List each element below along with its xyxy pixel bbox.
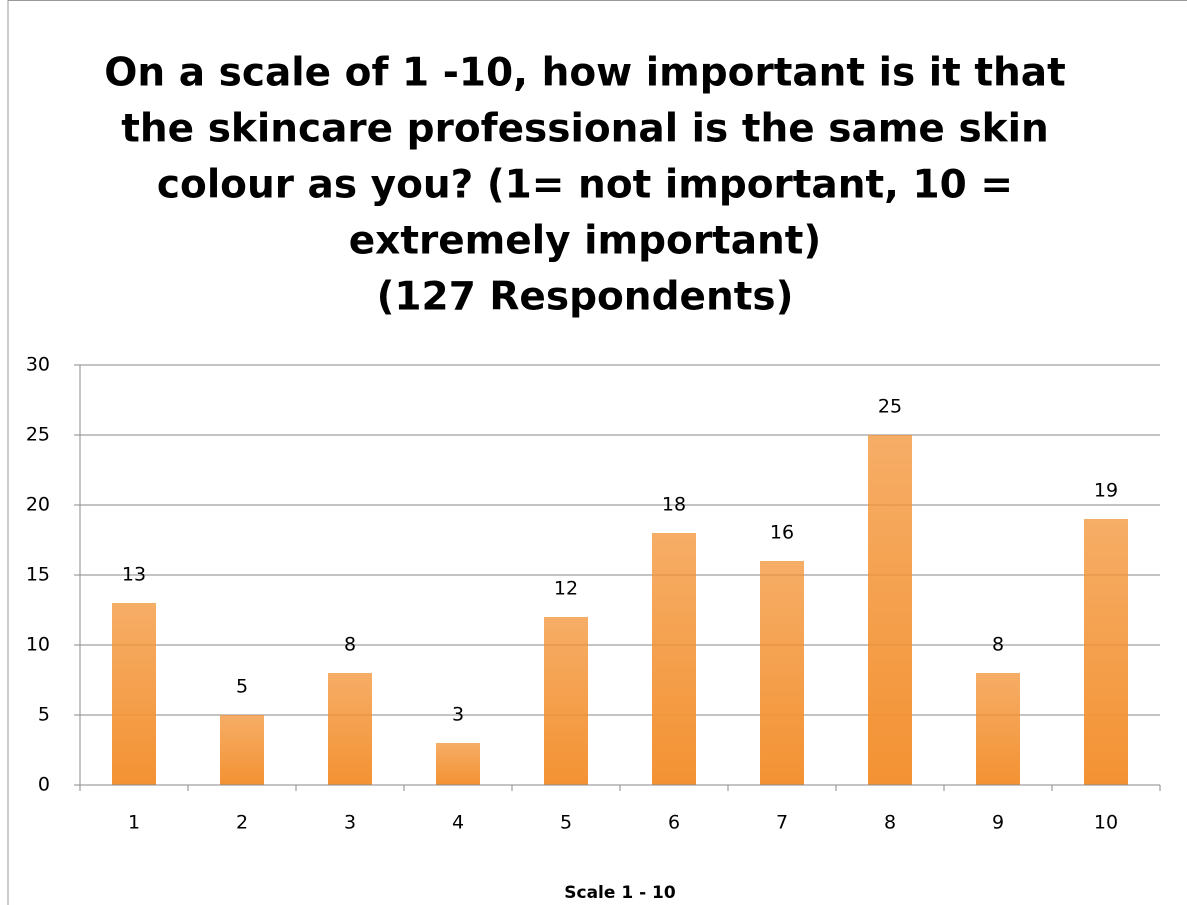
x-tick-label: 3 bbox=[344, 812, 356, 834]
bar bbox=[220, 715, 264, 785]
x-tick-label: 8 bbox=[884, 812, 896, 834]
chart-frame bbox=[7, 0, 1187, 905]
data-label: 18 bbox=[662, 494, 686, 516]
x-tick-label: 1 bbox=[128, 812, 140, 834]
chart-title: colour as you? (1= not important, 10 = bbox=[157, 163, 1013, 208]
data-label: 8 bbox=[344, 634, 356, 656]
data-label: 8 bbox=[992, 634, 1004, 656]
chart-title: extremely important) bbox=[349, 219, 822, 264]
y-tick-label: 15 bbox=[26, 564, 50, 586]
y-tick-label: 0 bbox=[38, 774, 50, 796]
bar bbox=[652, 533, 696, 785]
bar bbox=[868, 435, 912, 785]
data-label: 13 bbox=[122, 564, 146, 586]
data-label: 12 bbox=[554, 578, 578, 600]
y-tick-label: 5 bbox=[38, 704, 50, 726]
chart-title: (127 Respondents) bbox=[377, 275, 794, 320]
chart-title: the skincare professional is the same sk… bbox=[121, 107, 1048, 152]
chart-title: On a scale of 1 -10, how important is it… bbox=[104, 51, 1066, 96]
data-label: 25 bbox=[878, 396, 902, 418]
y-tick-label: 10 bbox=[26, 634, 50, 656]
bar bbox=[436, 743, 480, 785]
data-label: 3 bbox=[452, 704, 464, 726]
x-tick-label: 4 bbox=[452, 812, 464, 834]
data-label: 16 bbox=[770, 522, 794, 544]
x-tick-label: 10 bbox=[1094, 812, 1118, 834]
y-tick-label: 25 bbox=[26, 424, 50, 446]
bar bbox=[1084, 519, 1128, 785]
bar bbox=[544, 617, 588, 785]
x-tick-label: 6 bbox=[668, 812, 680, 834]
bar bbox=[112, 603, 156, 785]
data-label: 5 bbox=[236, 676, 248, 698]
bar bbox=[328, 673, 372, 785]
data-label: 19 bbox=[1094, 480, 1118, 502]
x-axis-label: Scale 1 - 10 bbox=[564, 883, 676, 903]
x-tick-label: 7 bbox=[776, 812, 788, 834]
bar bbox=[760, 561, 804, 785]
y-tick-label: 30 bbox=[26, 354, 50, 376]
x-tick-label: 2 bbox=[236, 812, 248, 834]
bar bbox=[976, 673, 1020, 785]
x-tick-label: 9 bbox=[992, 812, 1004, 834]
x-tick-label: 5 bbox=[560, 812, 572, 834]
y-tick-label: 20 bbox=[26, 494, 50, 516]
